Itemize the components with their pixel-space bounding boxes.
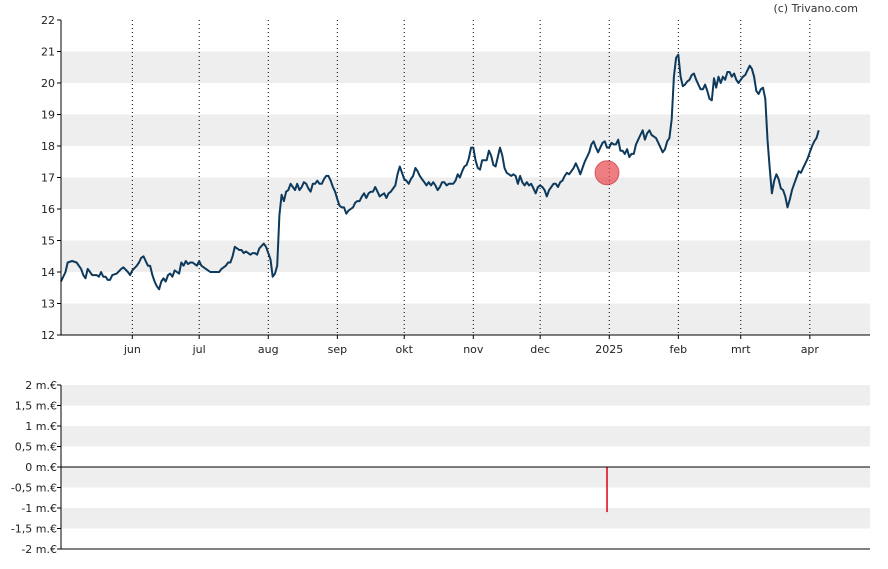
latest-event-marker bbox=[594, 160, 620, 186]
volume-y-tick-label: -0,5 m.€ bbox=[11, 482, 57, 495]
y-tick-label: 21 bbox=[41, 46, 55, 59]
volume-y-tick-label: -2 m.€ bbox=[21, 543, 57, 556]
price-band bbox=[61, 240, 870, 272]
y-tick-label: 15 bbox=[41, 235, 55, 248]
x-tick-label: apr bbox=[801, 343, 820, 356]
y-tick-label: 20 bbox=[41, 77, 55, 90]
y-tick-label: 13 bbox=[41, 298, 55, 311]
x-tick-label: dec bbox=[530, 343, 550, 356]
price-band bbox=[61, 114, 870, 146]
volume-band bbox=[61, 385, 870, 406]
y-tick-label: 22 bbox=[41, 14, 55, 27]
x-tick-label: sep bbox=[328, 343, 347, 356]
volume-y-tick-label: 0 m.€ bbox=[25, 461, 57, 474]
x-tick-label: mrt bbox=[731, 343, 751, 356]
y-tick-label: 17 bbox=[41, 172, 55, 185]
price-band bbox=[61, 303, 870, 335]
y-tick-label: 14 bbox=[41, 266, 55, 279]
price-band bbox=[61, 177, 870, 209]
x-tick-label: nov bbox=[463, 343, 484, 356]
volume-y-tick-label: -1,5 m.€ bbox=[11, 523, 57, 536]
volume-y-tick-label: 1,5 m.€ bbox=[15, 400, 57, 413]
volume-y-tick-label: 0,5 m.€ bbox=[15, 441, 57, 454]
x-tick-label: jul bbox=[192, 343, 206, 356]
y-tick-label: 12 bbox=[41, 329, 55, 342]
volume-y-tick-label: 1 m.€ bbox=[25, 420, 57, 433]
x-tick-label: aug bbox=[258, 343, 279, 356]
price-line bbox=[60, 53, 820, 291]
volume-y-tick-label: 2 m.€ bbox=[25, 379, 57, 392]
x-tick-label: jun bbox=[123, 343, 141, 356]
volume-band bbox=[61, 426, 870, 447]
x-tick-label: feb bbox=[670, 343, 688, 356]
y-tick-label: 16 bbox=[41, 203, 55, 216]
y-tick-label: 19 bbox=[41, 109, 55, 122]
volume-band bbox=[61, 467, 870, 488]
y-tick-label: 18 bbox=[41, 140, 55, 153]
volume-y-tick-label: -1 m.€ bbox=[21, 502, 57, 515]
x-tick-label: 2025 bbox=[595, 343, 623, 356]
copyright-text: (c) Trivano.com bbox=[773, 2, 858, 15]
volume-band bbox=[61, 508, 870, 529]
x-tick-label: okt bbox=[396, 343, 414, 356]
